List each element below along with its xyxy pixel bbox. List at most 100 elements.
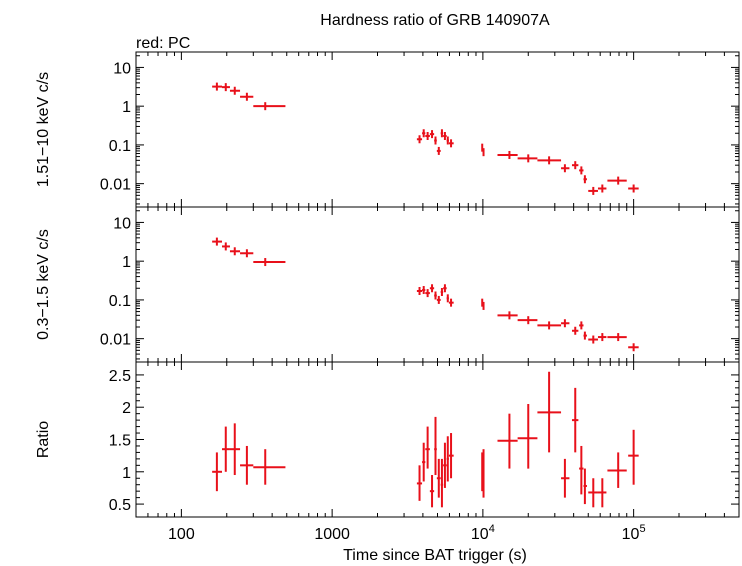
data-point — [416, 465, 423, 501]
chart-subtitle: red: PC — [136, 35, 190, 52]
data-point — [240, 92, 254, 101]
panel-hard-band: 10 1 0.1 0.01 1.51−10 keV c/s — [35, 51, 740, 208]
x-tick-label: 104 — [471, 523, 495, 543]
y-tick-label: 10 — [113, 215, 131, 232]
data-point — [422, 129, 426, 138]
data-point — [240, 445, 254, 485]
data-point — [434, 416, 437, 476]
data-point — [537, 371, 562, 453]
data-point — [628, 343, 639, 352]
data-point — [222, 426, 230, 472]
data-point — [436, 458, 441, 498]
data-point — [448, 433, 454, 479]
chart-panels: 10 1 0.1 0.01 1.51−10 keV c/s 10 1 0.1 0.01 0.3−1… — [35, 51, 740, 543]
data-point — [571, 326, 579, 335]
data-point — [429, 475, 435, 508]
data-point — [425, 131, 430, 140]
data-point — [425, 289, 430, 298]
y-tick-label: 2 — [122, 400, 131, 417]
data-point — [222, 83, 230, 92]
data-point — [481, 143, 484, 152]
data-point — [597, 478, 607, 508]
data-point — [440, 129, 444, 138]
data-point — [628, 429, 639, 485]
data-point — [416, 135, 423, 144]
data-point — [446, 136, 449, 145]
data-point — [443, 442, 447, 488]
x-tick-label: 105 — [622, 523, 646, 543]
y-tick-label: 1 — [122, 254, 131, 271]
y-tick-label: 0.01 — [100, 332, 131, 349]
data-point — [583, 331, 587, 340]
data-point — [561, 319, 570, 328]
data-point — [436, 146, 441, 155]
data-point — [517, 403, 538, 469]
panel-frame — [135, 51, 740, 208]
data-point — [448, 139, 454, 148]
y-tick-label: 1 — [122, 465, 131, 482]
data-point — [561, 164, 570, 173]
data-point — [607, 452, 627, 488]
data-point — [579, 445, 584, 495]
data-point — [571, 161, 579, 170]
data-point — [537, 321, 562, 330]
data-point — [597, 184, 607, 193]
data-point — [607, 176, 627, 185]
data-point — [482, 449, 485, 498]
data-point — [434, 136, 437, 145]
data-point — [253, 102, 286, 111]
data-point — [446, 294, 449, 303]
data-point — [253, 449, 286, 485]
data-point — [253, 258, 286, 267]
data-point — [229, 247, 241, 256]
x-tick-label: 1000 — [314, 526, 350, 543]
data-point — [571, 387, 579, 453]
data-point — [628, 184, 639, 193]
data-point — [497, 413, 518, 469]
data-point — [443, 284, 447, 293]
data-point — [212, 237, 223, 246]
data-point — [240, 249, 254, 258]
data-point — [434, 291, 437, 300]
y-tick-label: 1.5 — [109, 433, 131, 450]
panel-soft-band: 10 1 0.1 0.01 0.3−1.5 keV c/s — [35, 206, 740, 363]
y-tick-label: 0.1 — [109, 293, 131, 310]
data-point — [229, 423, 241, 476]
data-point — [448, 298, 454, 307]
x-axis-label: Time since BAT trigger (s) — [343, 547, 527, 564]
y-axis-label: 1.51−10 keV c/s — [35, 72, 52, 187]
panel-ratio: 2.5 2 1.5 1 0.5 Ratio — [35, 361, 740, 518]
data-point — [429, 284, 435, 293]
data-point — [588, 478, 598, 508]
data-point — [422, 286, 426, 295]
data-point — [425, 426, 430, 469]
y-tick-label: 2.5 — [109, 368, 131, 385]
y-tick-label: 0.1 — [109, 138, 131, 155]
data-point — [212, 452, 223, 492]
data-point — [588, 335, 598, 344]
data-point — [583, 175, 587, 184]
data-point — [583, 468, 587, 505]
data-point — [446, 436, 449, 482]
y-tick-label: 10 — [113, 60, 131, 77]
data-point — [436, 295, 441, 304]
data-point — [497, 150, 518, 159]
data-point — [561, 458, 570, 498]
data-point — [212, 82, 223, 91]
data-point — [416, 286, 423, 295]
data-point — [422, 442, 426, 482]
data-point — [482, 301, 485, 310]
y-axis-label: Ratio — [35, 421, 52, 458]
data-point — [517, 316, 538, 325]
data-point — [440, 288, 444, 297]
data-point — [597, 333, 607, 342]
data-point — [443, 131, 447, 140]
data-point — [229, 86, 241, 95]
data-point — [482, 148, 485, 157]
y-tick-label: 0.01 — [100, 177, 131, 194]
y-axis-label: 0.3−1.5 keV c/s — [35, 229, 52, 340]
data-point — [517, 154, 538, 163]
y-tick-label: 1 — [122, 99, 131, 116]
chart-title: Hardness ratio of GRB 140907A — [320, 12, 550, 29]
